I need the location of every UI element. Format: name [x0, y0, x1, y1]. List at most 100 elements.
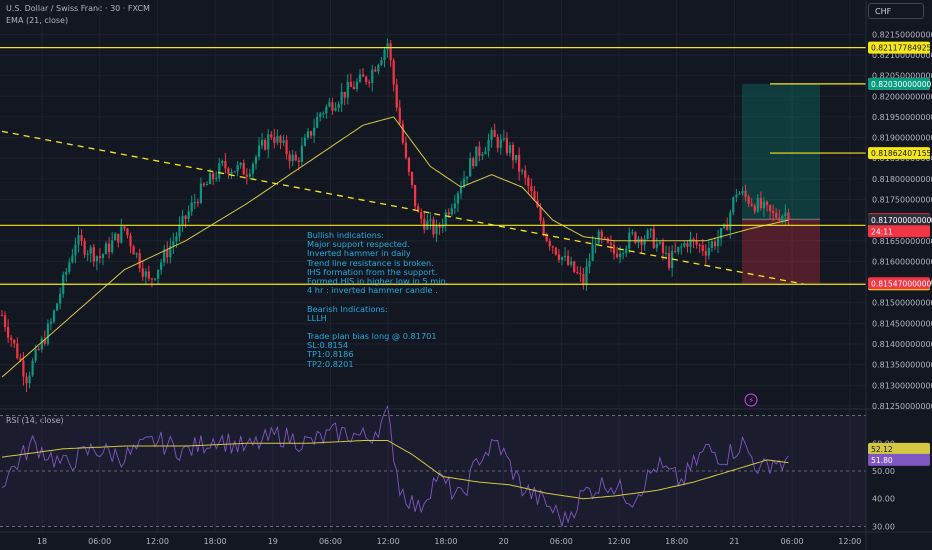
candle-body	[726, 224, 729, 231]
candle-body	[698, 244, 701, 246]
price-tick-label: 0.81650000000	[872, 237, 932, 246]
candle-body	[744, 190, 747, 197]
candle-body	[649, 228, 652, 231]
candle-body	[723, 224, 726, 229]
target-zone	[742, 83, 820, 220]
candle-body	[781, 215, 784, 221]
annotation-line: Bearish Indications:	[307, 303, 388, 314]
annotation-line: 4 hr : inverted hammer candle .	[307, 285, 438, 296]
candle-body	[784, 212, 787, 216]
candle-body	[750, 203, 753, 206]
price-tick-label: 0.81350000000	[872, 361, 932, 370]
candle-body	[487, 139, 490, 152]
candle-body	[380, 59, 383, 65]
level-price-tag-bg	[868, 147, 930, 160]
candle-body	[521, 170, 524, 172]
candle-body	[334, 108, 337, 111]
currency-button[interactable]: CHF	[868, 3, 924, 19]
candle-body	[190, 202, 193, 212]
candle-body	[230, 172, 233, 175]
candle-body	[169, 245, 172, 258]
candle-body	[502, 138, 505, 140]
candle-body	[184, 215, 187, 220]
candle-body	[331, 102, 334, 111]
rsi-ma-path	[1, 440, 789, 500]
rsi-legend: RSI (14, close)	[6, 416, 64, 425]
candle-body	[759, 198, 762, 209]
price-tick-label: 0.81300000000	[872, 381, 932, 390]
candle-body	[322, 113, 325, 115]
rsi-value-tag: 51.80	[871, 456, 893, 465]
candle-body	[619, 253, 622, 258]
candle-body	[444, 212, 447, 226]
price-tick-label: 0.81900000000	[872, 134, 932, 143]
candle-body	[768, 205, 772, 212]
candle-body	[224, 160, 227, 169]
candle-body	[545, 234, 548, 241]
candle-body	[704, 251, 707, 256]
candle-body	[325, 106, 328, 114]
price-tick-label: 0.82050000000	[872, 72, 932, 81]
candle-body	[163, 249, 166, 263]
candle-body	[178, 224, 181, 237]
candle-body	[135, 253, 138, 255]
candle-body	[245, 174, 248, 177]
candle-body	[221, 160, 224, 164]
candle-body	[466, 176, 469, 179]
candle-body	[264, 139, 267, 150]
candle-body	[567, 255, 570, 265]
candle-body	[692, 238, 695, 241]
candle-body	[462, 178, 466, 188]
candle-body	[313, 127, 316, 136]
time-tick-label: 12:00	[377, 537, 400, 546]
candle-body	[518, 154, 521, 172]
candle-body	[74, 244, 77, 256]
annotation-line: IHS formation from the support.	[307, 266, 438, 277]
candle-body	[429, 219, 432, 221]
rsi-value-tag-bg	[868, 442, 930, 455]
candle-body	[432, 219, 435, 235]
candle-body	[59, 293, 62, 304]
candle-body	[291, 154, 294, 162]
time-tick-label: 06:00	[88, 537, 111, 546]
level-price-tag: 0.81862407155	[871, 149, 932, 158]
price-tick-label: 0.81250000000	[872, 402, 932, 411]
candle-body	[86, 253, 89, 255]
candle-body	[609, 242, 613, 245]
candle-body	[456, 193, 460, 204]
candle-body	[716, 238, 720, 247]
candle-body	[132, 246, 135, 255]
candle-body	[542, 220, 545, 235]
rsi-tick-label: 40.00	[872, 495, 895, 504]
candle-body	[28, 375, 31, 384]
candle-body	[22, 360, 25, 377]
candle-body	[95, 256, 98, 262]
rsi-tick-label: 30.00	[872, 522, 895, 531]
candle-body	[193, 201, 196, 203]
candle-body	[707, 247, 710, 256]
trendline-path	[1, 130, 804, 285]
candle-body	[346, 81, 349, 98]
candle-body	[407, 157, 411, 172]
candle-body	[551, 246, 554, 248]
price-tick-label: 0.82150000000	[872, 30, 932, 39]
candle-body	[285, 140, 288, 155]
long-position-tool[interactable]	[742, 83, 820, 284]
candle-body	[701, 245, 704, 252]
symbol-title: U.S. Dollar / Swiss Franc · 30 · FXCM	[6, 4, 150, 13]
candle-body	[674, 250, 677, 252]
candle-body	[625, 248, 628, 254]
candle-body	[111, 240, 114, 253]
candle-body	[196, 201, 199, 203]
candle-body	[481, 154, 484, 156]
horizontal-levels[interactable]	[0, 47, 866, 285]
trendline[interactable]	[1, 130, 804, 285]
candle-body	[582, 273, 585, 285]
annotation-line: Major support respected.	[307, 239, 410, 250]
price-tick-label: 0.81400000000	[872, 340, 932, 349]
time-tick-label: 06:00	[550, 537, 573, 546]
candle-body	[713, 241, 717, 247]
candle-body	[138, 253, 141, 269]
candle-body	[622, 253, 625, 255]
